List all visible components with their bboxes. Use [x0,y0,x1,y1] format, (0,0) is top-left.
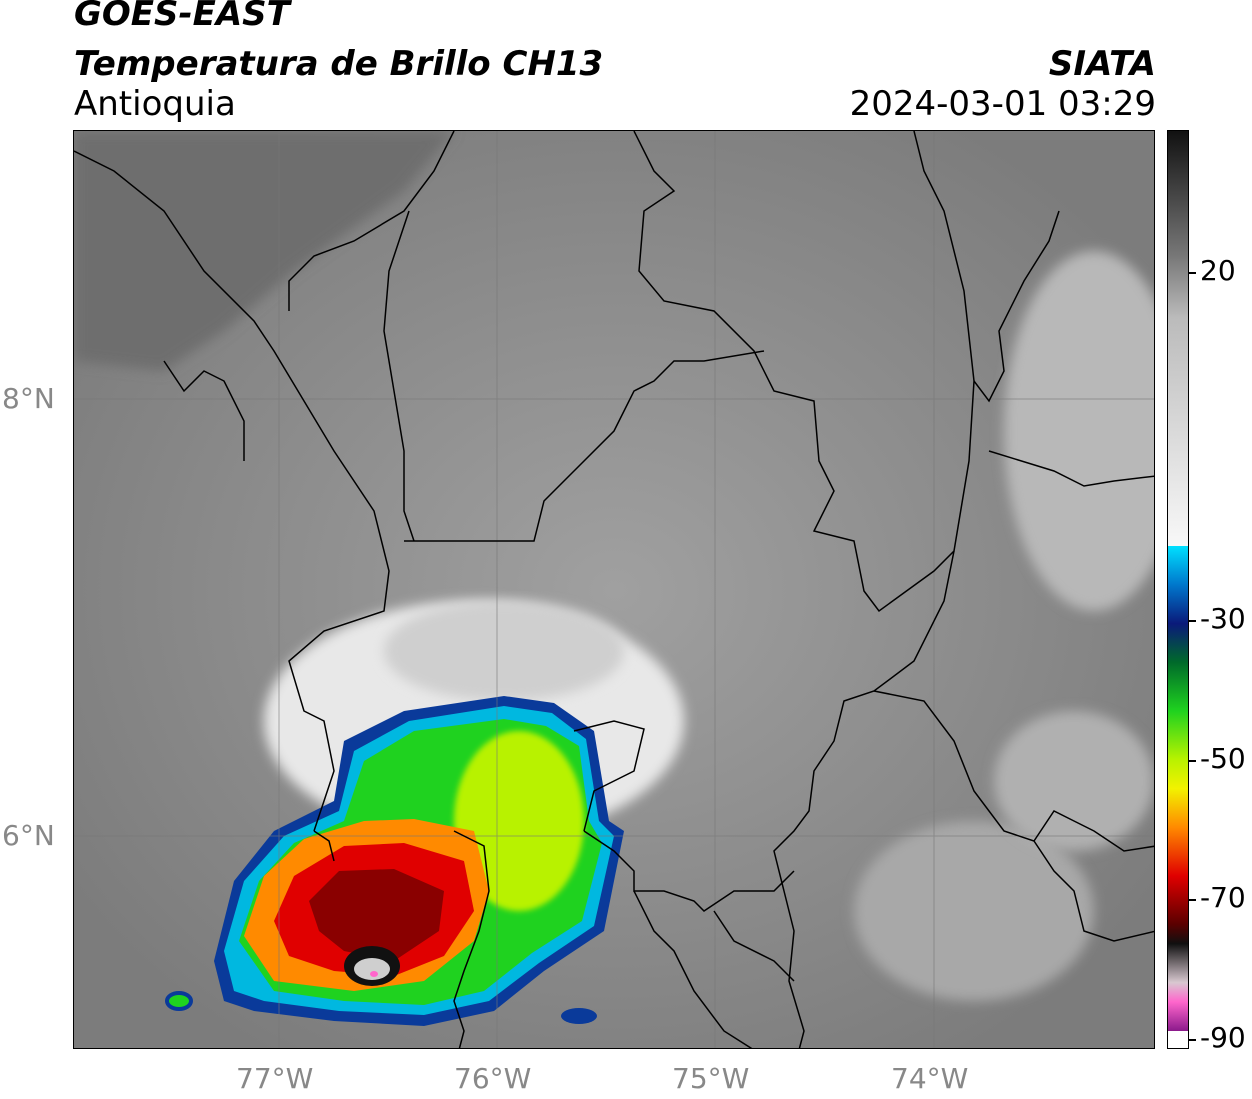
colorbar-canvas [1168,131,1188,1048]
map-canvas [74,131,1154,1048]
colorbar-white-cap [1168,1031,1188,1048]
colorbar-tick-m90 [1189,1039,1196,1041]
colorbar [1167,130,1189,1049]
lon-label-74w: 74°W [891,1062,969,1095]
lat-label-8n: 8°N [2,382,55,415]
cloud-patch [994,711,1154,851]
colorbar-color-segment [1168,546,1188,1031]
colorbar-label-m90: -90 [1200,1021,1246,1054]
colorbar-tick-20 [1189,272,1196,274]
datetime-label: 2024-03-01 03:29 [849,84,1156,124]
anvil-halo-north [384,601,624,701]
lon-label-75w: 75°W [672,1062,750,1095]
storm-core-pink [370,971,378,977]
cloud-band-south [854,821,1094,1001]
small-cell-blue [561,1008,597,1024]
boundaries [74,131,1154,1048]
region-subtitle: Antioquia [74,84,236,124]
colorbar-gray-segment [1168,131,1188,546]
satellite-map[interactable] [73,130,1155,1049]
satellite-title: GOES-EAST [74,0,290,34]
colorbar-tick-m70 [1189,899,1196,901]
lat-label-6n: 6°N [2,819,55,852]
product-title: Temperatura de Brillo CH13 [74,44,604,84]
colorbar-tick-m30 [1189,620,1196,622]
colorbar-label-m70: -70 [1200,881,1246,914]
colorbar-label-20: 20 [1200,254,1236,287]
colorbar-label-m50: -50 [1200,742,1246,775]
lon-label-77w: 77°W [236,1062,314,1095]
colorbar-tick-m50 [1189,760,1196,762]
colorbar-label-m30: -30 [1200,602,1246,635]
lon-label-76w: 76°W [454,1062,532,1095]
storm-core-gray [354,958,390,980]
graticule [74,131,1154,1048]
sea-area [74,131,454,371]
cloud-band-east [1004,251,1154,611]
storm-dark-red [309,869,444,961]
small-cell [165,991,193,1011]
organization-label: SIATA [1048,44,1156,84]
